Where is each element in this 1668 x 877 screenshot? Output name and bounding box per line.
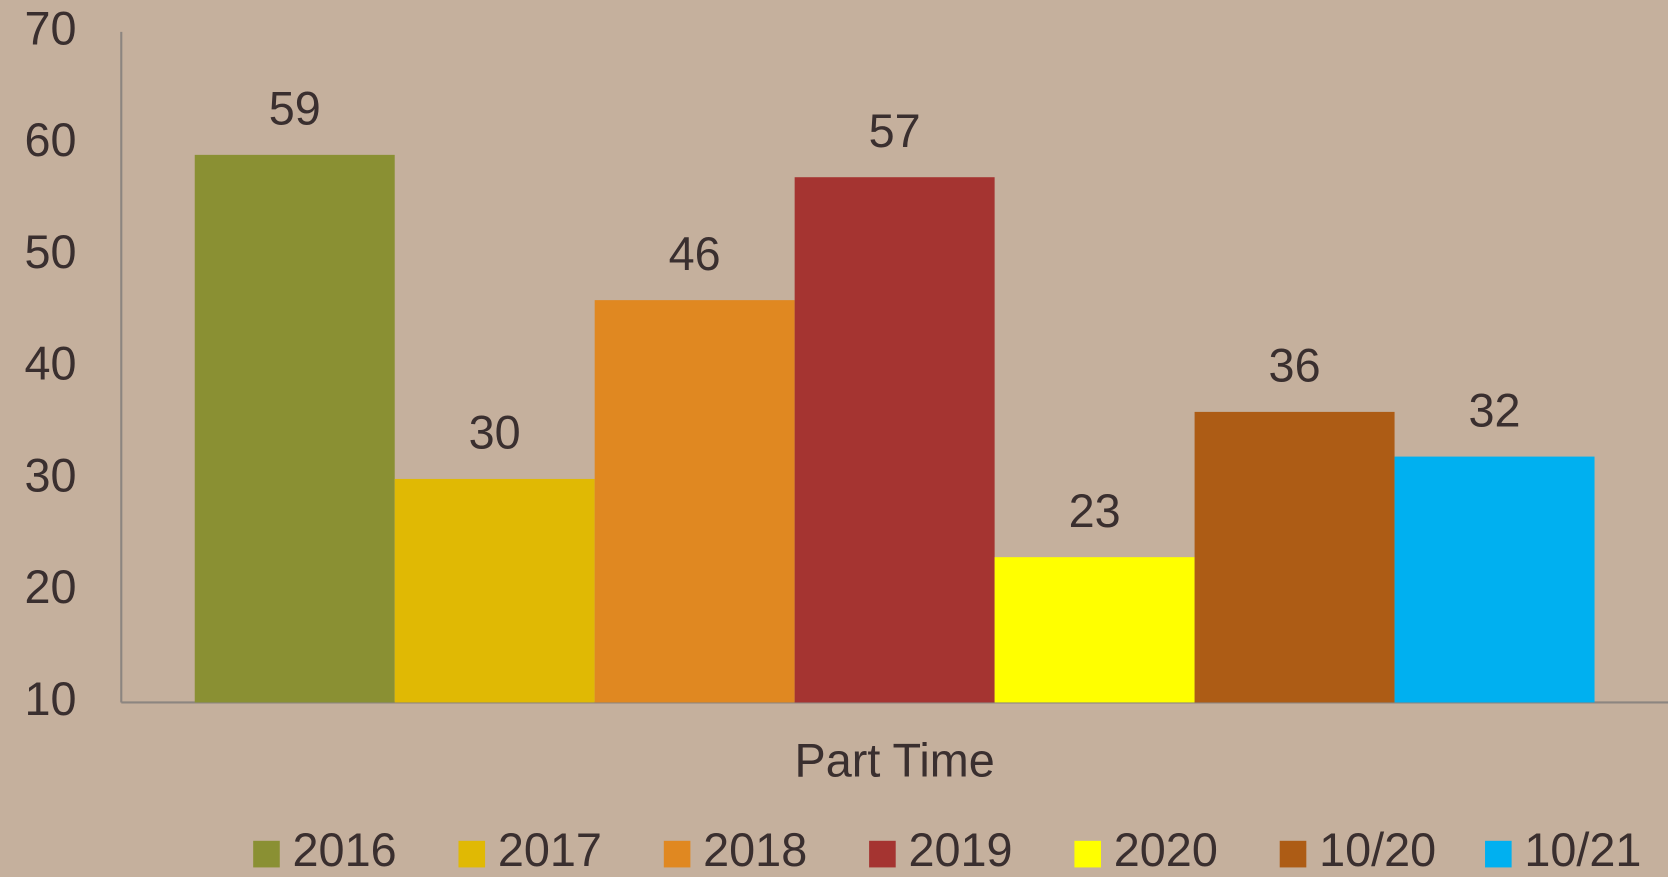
data-label: 32 [1469,384,1521,436]
legend-label: 2018 [703,824,807,876]
data-label: 30 [469,407,521,459]
data-label: 46 [669,228,721,280]
bar [794,177,995,703]
legend-label: 2017 [498,824,602,876]
legend-swatch [663,840,691,868]
data-label: 23 [1069,485,1121,537]
legend-swatch [1485,840,1512,868]
legend-label: 2019 [908,824,1012,876]
bar [994,557,1195,703]
bar [194,154,395,703]
y-tick-label: 20 [25,561,77,613]
legend-label: 2020 [1114,824,1218,876]
legend-label: 10/21 [1524,824,1641,876]
legend-swatch [458,840,486,868]
legend-label: 2016 [293,824,397,876]
data-label: 36 [1269,340,1321,392]
legend-swatch [869,840,896,868]
x-tick-label: Part Time [795,735,995,787]
y-tick-label: 10 [25,673,77,725]
y-tick-label: 30 [25,449,77,501]
y-tick-label: 70 [25,2,77,54]
data-label: 59 [269,83,321,135]
bar [594,300,795,703]
y-tick-label: 50 [25,226,77,278]
legend-label: 10/20 [1319,824,1436,876]
legend-swatch [1074,840,1102,868]
y-tick-label: 40 [25,338,77,390]
bar [1394,456,1595,703]
bar [394,478,595,703]
legend-swatch [253,840,280,868]
y-tick-label: 60 [25,114,77,166]
legend-swatch [1279,840,1307,868]
bar [1194,411,1395,703]
data-label: 57 [869,105,921,157]
